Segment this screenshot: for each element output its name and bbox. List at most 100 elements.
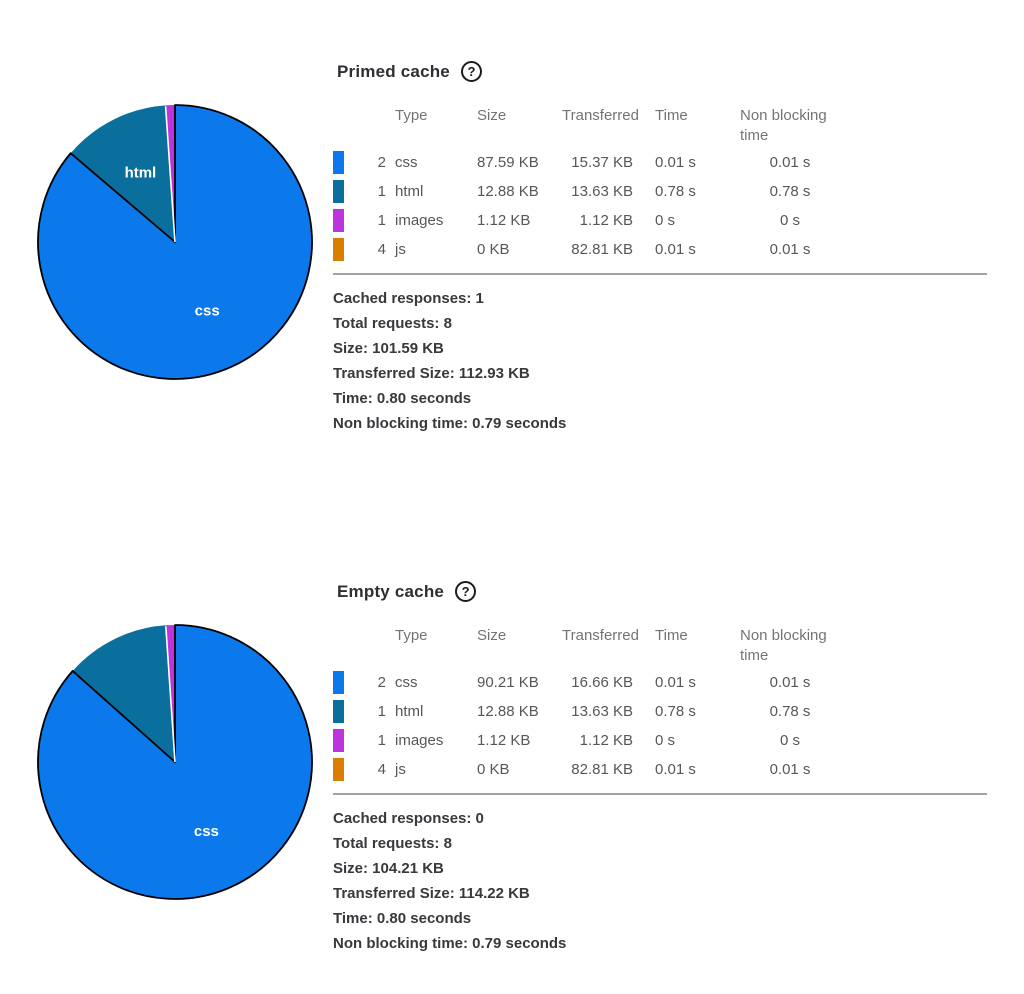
summary-non-blocking-time: Non blocking time: 0.79 seconds xyxy=(333,415,567,432)
request-count: 2 xyxy=(377,674,386,691)
size-value: 0 KB xyxy=(477,761,510,778)
non-blocking-time-value: 0.01 s xyxy=(769,241,811,258)
column-header-type: Type xyxy=(395,107,428,124)
request-count: 4 xyxy=(377,761,386,778)
summary-cached-responses: Cached responses: 1 xyxy=(333,290,484,307)
time-value: 0.01 s xyxy=(655,154,696,171)
pie-slice-html[interactable] xyxy=(72,625,175,762)
summary-cached-responses: Cached responses: 0 xyxy=(333,810,484,827)
time-value: 0.01 s xyxy=(655,674,696,691)
type-label: js xyxy=(395,241,406,258)
empty-cache-pie-chart[interactable]: css xyxy=(0,520,350,994)
time-value: 0.78 s xyxy=(655,703,696,720)
non-blocking-time-value: 0.01 s xyxy=(769,761,811,778)
table-row-js: 4 js 0 KB 82.81 KB 0.01 s 0.01 s xyxy=(333,235,987,264)
empty-cache-table: Type Size Transferred Time Non blocking … xyxy=(333,626,987,956)
pie-slice-html[interactable] xyxy=(70,105,175,242)
column-header-transferred: Transferred xyxy=(562,627,639,644)
transferred-value: 82.81 KB xyxy=(571,241,633,258)
column-header-size: Size xyxy=(477,627,507,644)
size-value: 12.88 KB xyxy=(477,183,539,200)
request-count: 1 xyxy=(377,183,386,200)
type-label: css xyxy=(395,154,418,171)
summary-time: Time: 0.80 seconds xyxy=(333,390,472,407)
table-row-html: 1 html 12.88 KB 13.63 KB 0.78 s 0.78 s xyxy=(333,177,987,206)
empty-cache-section: css Empty cache ? Type Size Transferred … xyxy=(0,520,1024,994)
non-blocking-time-value: 0.01 s xyxy=(769,674,811,691)
empty-cache-title-row: Empty cache ? xyxy=(337,581,477,602)
table-header-row: Type Size Transferred Time Non blocking … xyxy=(333,106,987,148)
primed-cache-summary: Cached responses: 1 Total requests: 8 Si… xyxy=(333,286,987,436)
pie-slice-css[interactable] xyxy=(37,104,313,380)
summary-transferred-size: Transferred Size: 112.93 KB xyxy=(333,365,530,382)
primed-cache-table: Type Size Transferred Time Non blocking … xyxy=(333,106,987,436)
summary-time: Time: 0.80 seconds xyxy=(333,910,472,927)
primed-cache-pie-wrap: css html xyxy=(0,0,350,520)
section-title: Primed cache xyxy=(337,61,450,81)
pie-label-css: css xyxy=(195,303,220,320)
pie-label-html: html xyxy=(125,164,157,181)
summary-transferred-size: Transferred Size: 114.22 KB xyxy=(333,885,530,902)
non-blocking-time-value: 0 s xyxy=(779,212,800,229)
summary-total-requests: Total requests: 8 xyxy=(333,835,452,852)
transferred-value: 1.12 KB xyxy=(579,212,633,229)
column-header-non-blocking-time: Non blocking time xyxy=(740,627,827,664)
section-title: Empty cache xyxy=(337,581,445,601)
request-count: 1 xyxy=(377,703,386,720)
transferred-value: 13.63 KB xyxy=(571,183,633,200)
summary-non-blocking-time: Non blocking time: 0.79 seconds xyxy=(333,935,567,952)
js-color-swatch xyxy=(333,238,344,261)
css-color-swatch xyxy=(333,671,344,694)
size-value: 1.12 KB xyxy=(477,732,531,749)
summary-size: Size: 101.59 KB xyxy=(333,340,444,357)
images-color-swatch xyxy=(333,209,344,232)
type-label: css xyxy=(395,674,418,691)
css-color-swatch xyxy=(333,151,344,174)
time-value: 0.01 s xyxy=(655,761,696,778)
type-label: html xyxy=(395,703,424,720)
type-label: images xyxy=(395,212,444,229)
empty-cache-summary: Cached responses: 0 Total requests: 8 Si… xyxy=(333,806,987,956)
time-value: 0 s xyxy=(655,212,676,229)
column-header-size: Size xyxy=(477,107,507,124)
primed-cache-pie-chart[interactable]: css html xyxy=(0,0,350,520)
primed-cache-section: css html Primed cache ? Type Size Transfe… xyxy=(0,0,987,520)
column-header-non-blocking-time: Non blocking time xyxy=(740,107,827,144)
slice-separator xyxy=(164,106,176,243)
non-blocking-time-value: 0.01 s xyxy=(769,154,811,171)
transferred-value: 16.66 KB xyxy=(571,674,633,691)
request-count: 4 xyxy=(377,241,386,258)
help-icon[interactable]: ? xyxy=(455,581,477,602)
transferred-value: 82.81 KB xyxy=(571,761,633,778)
slice-separator xyxy=(165,626,176,763)
request-count: 1 xyxy=(377,212,386,229)
table-summary-divider xyxy=(333,273,987,275)
column-header-time: Time xyxy=(655,107,688,124)
transferred-value: 15.37 KB xyxy=(571,154,633,171)
request-count: 2 xyxy=(377,154,386,171)
transferred-value: 1.12 KB xyxy=(579,732,633,749)
table-header-row: Type Size Transferred Time Non blocking … xyxy=(333,626,987,668)
transferred-value: 13.63 KB xyxy=(571,703,633,720)
table-summary-divider xyxy=(333,793,987,795)
size-value: 12.88 KB xyxy=(477,703,539,720)
time-value: 0 s xyxy=(655,732,676,749)
empty-cache-pie-wrap: css xyxy=(0,520,350,994)
table-row-css: 2 css 87.59 KB 15.37 KB 0.01 s 0.01 s xyxy=(333,148,987,177)
size-value: 1.12 KB xyxy=(477,212,531,229)
html-color-swatch xyxy=(333,700,344,723)
type-label: js xyxy=(395,761,406,778)
size-value: 90.21 KB xyxy=(477,674,539,691)
type-label: images xyxy=(395,732,444,749)
time-value: 0.01 s xyxy=(655,241,696,258)
js-color-swatch xyxy=(333,758,344,781)
primed-cache-title-row: Primed cache ? xyxy=(337,61,482,82)
non-blocking-time-value: 0.78 s xyxy=(769,703,811,720)
help-icon[interactable]: ? xyxy=(460,61,482,82)
non-blocking-time-value: 0 s xyxy=(779,732,800,749)
table-row-html: 1 html 12.88 KB 13.63 KB 0.78 s 0.78 s xyxy=(333,697,987,726)
pie-label-css: css xyxy=(194,823,219,840)
size-value: 87.59 KB xyxy=(477,154,539,171)
summary-size: Size: 104.21 KB xyxy=(333,860,444,877)
